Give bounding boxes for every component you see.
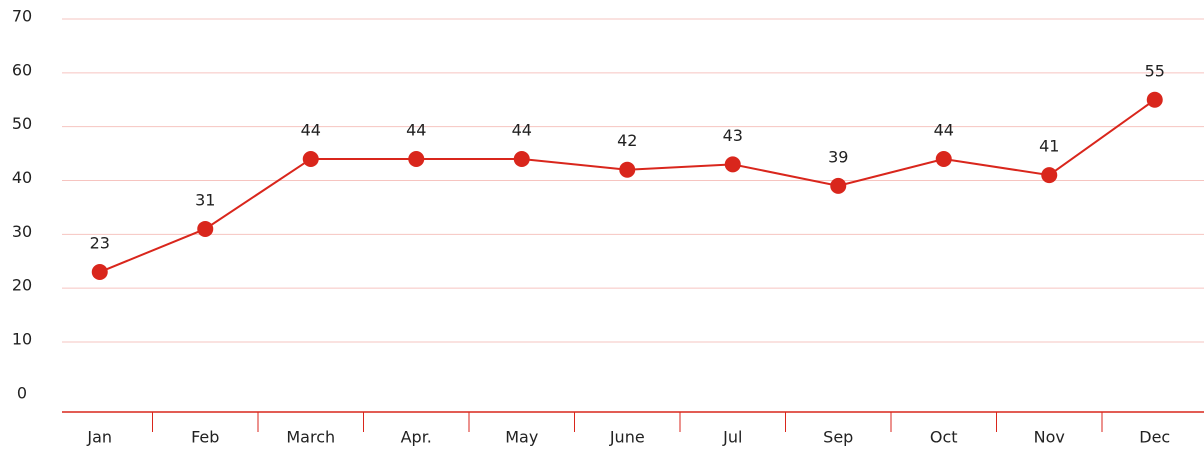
- x-tick-label: Dec: [1139, 428, 1170, 447]
- line: [99, 98, 1156, 273]
- x-tick-label: March: [286, 428, 335, 447]
- data-label: 55: [1145, 61, 1165, 80]
- y-tick-label: 60: [12, 60, 32, 79]
- x-tick-label: May: [505, 428, 538, 447]
- point: [197, 220, 214, 237]
- point: [1041, 167, 1058, 184]
- y-tick-label: 20: [12, 276, 32, 295]
- point: [302, 150, 319, 167]
- y-tick-label: 0: [17, 383, 27, 402]
- x-tick-label: Feb: [191, 428, 219, 447]
- point: [408, 150, 425, 167]
- point: [935, 150, 952, 167]
- x-tick-label: Apr.: [401, 428, 432, 447]
- y-tick-label: 10: [12, 330, 32, 349]
- data-label: 44: [301, 120, 321, 139]
- x-tick-label: June: [609, 428, 645, 447]
- y-tick-label: 40: [12, 168, 32, 187]
- data-label: 41: [1039, 137, 1059, 156]
- point: [619, 161, 636, 178]
- x-tick-label: Oct: [930, 428, 958, 447]
- point: [513, 150, 530, 167]
- x-tick-label: Sep: [823, 428, 853, 447]
- data-label: 39: [828, 147, 848, 166]
- x-tick-label: Nov: [1034, 428, 1065, 447]
- data-label: 31: [195, 190, 215, 209]
- data-label: 44: [406, 120, 426, 139]
- y-tick-label: 50: [12, 114, 32, 133]
- x-tick-label: Jul: [722, 428, 742, 447]
- point: [830, 177, 847, 194]
- data-label: 42: [617, 131, 637, 150]
- data-label: 43: [723, 126, 743, 145]
- y-tick-label: 30: [12, 222, 32, 241]
- data-label: 23: [90, 234, 110, 253]
- y-tick-label: 70: [12, 7, 32, 26]
- point: [724, 156, 741, 173]
- x-tick-label: Jan: [86, 428, 112, 447]
- data-label: 44: [512, 120, 532, 139]
- point: [1146, 91, 1163, 108]
- point: [91, 264, 108, 281]
- data-label: 44: [934, 120, 954, 139]
